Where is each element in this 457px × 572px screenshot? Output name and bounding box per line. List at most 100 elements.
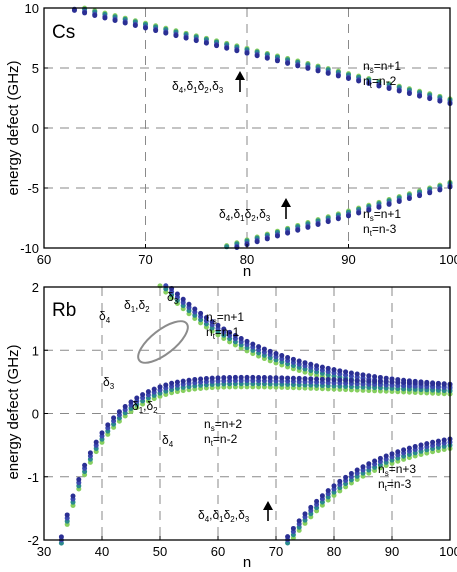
rb-data-point [308,361,314,367]
cs-data-point [396,198,402,204]
rb-data-point [430,381,436,387]
rb-data-point [343,377,349,383]
cs-lower-arrow [281,198,291,219]
rb-data-point [366,461,372,467]
rb-data-point [99,430,105,436]
cs-x-tick-label: 70 [138,252,152,267]
cs-y-axis-label: energy defect (GHz) [5,60,22,195]
cs-upper-delta-label: δ4,δ1δ2,δ3 [172,79,224,95]
cs-data-point [274,233,280,239]
cs-data-point [285,230,291,236]
rb-data-point [354,378,360,384]
rb-data-point [348,471,354,477]
rb-data-point [325,488,331,494]
cs-data-point [346,213,351,219]
rb-data-point [116,409,122,415]
rb-data-point [377,455,383,461]
cs-data-point [203,40,209,46]
rb-data-point [82,462,88,468]
rb-data-point [290,356,296,362]
rb-data-point [435,381,441,387]
cs-y-tick-label: 5 [32,61,39,76]
rb-data-point [366,378,372,384]
rb-x-tick-label: 40 [95,544,109,559]
rb-grouping-ellipse [137,320,189,364]
rb-data-point [354,467,360,473]
rb-data-point [395,449,401,455]
rb-data-point [209,375,215,381]
rb-upper-delta3-label: δ3 [167,290,179,306]
rb-data-point [331,483,337,489]
cs-y-tick-label: 10 [25,1,39,16]
cs-lower-delta-label: δ4,δ1δ2,δ3 [219,207,271,223]
rb-data-point [360,372,366,378]
cs-panel: 60 70 80 90 100 10 5 0 -5 -10 Cs n energy defect … [5,1,457,280]
cs-lower-ns-label: ns=n+1 [363,207,401,223]
rb-data-point [215,375,221,381]
rb-mid-delta4-label: δ4 [162,433,174,449]
cs-data-point [406,196,412,202]
cs-data-point [366,80,372,86]
cs-data-point [427,190,433,196]
rb-data-point [348,370,354,376]
cs-data-point [112,17,118,23]
rb-data-point [273,351,279,357]
rb-tick-labels: 30 40 50 60 70 80 90 100 2 1 0 -1 -2 [27,280,457,559]
rb-x-tick-label: 90 [385,544,399,559]
rb-data-point [221,375,227,381]
rb-mid-nt-label: nt=n-2 [204,432,238,448]
rb-upper-delta12-label: δ1,δ2 [124,298,150,314]
rb-data-point [343,474,349,480]
cs-data-point [244,50,250,56]
rb-data-point [406,445,412,451]
rb-lower-nt-label: nt=n-3 [378,477,412,493]
rb-data-point [424,381,430,387]
rb-x-tick-label: 60 [211,544,225,559]
rb-data-point [314,376,320,382]
rb-data-point [209,319,215,325]
rb-data-point [372,378,378,384]
cs-y-tick-label: -10 [20,241,39,256]
rb-data-point [238,336,244,342]
rb-data-point [366,373,372,379]
rb-data-point [87,450,93,456]
rb-y-tick-label: -2 [27,533,39,548]
rb-data-point [256,344,262,350]
rb-data-point [308,504,314,510]
rb-data-point [354,371,360,377]
rb-data-point [145,389,151,395]
rb-data-point [331,377,337,383]
rb-data-point [360,378,366,384]
rb-data-point [70,493,76,499]
cs-data-point [285,60,291,66]
rb-data-points [58,283,453,546]
cs-data-point [193,38,199,44]
rb-panel: 30 40 50 60 70 80 90 100 2 1 0 -1 -2 Rb n energy def… [5,280,457,571]
cs-data-point [325,219,331,225]
cs-data-point [417,193,423,199]
cs-data-point [254,53,260,59]
cs-data-point [274,58,280,64]
rb-x-tick-label: 70 [269,544,283,559]
rb-data-point [337,377,343,383]
rb-data-point [435,438,441,444]
cs-data-point [305,224,311,230]
rb-data-point [308,376,314,382]
rb-data-point [418,442,424,448]
rb-data-point [244,374,250,380]
rb-data-point [360,464,366,470]
rb-data-point [406,380,412,386]
rb-data-point [261,346,267,352]
cs-x-tick-label: 100 [439,252,457,267]
rb-x-tick-label: 30 [37,544,51,559]
rb-x-tick-label: 50 [153,544,167,559]
rb-lower-arrow [263,501,273,521]
rb-data-point [383,453,389,459]
rb-data-point [250,374,256,380]
rb-data-point [273,375,279,381]
cs-data-point [315,68,321,74]
rb-data-point [285,534,291,540]
rb-data-point [227,329,233,335]
cs-data-point [437,187,443,193]
cs-data-point [295,63,301,69]
